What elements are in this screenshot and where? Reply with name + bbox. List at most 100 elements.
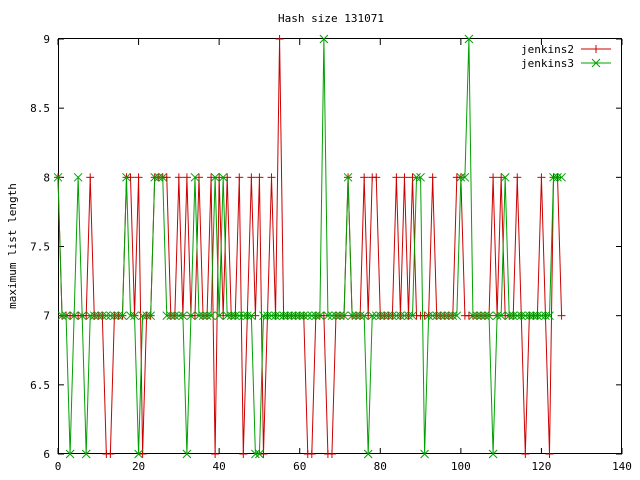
data-point-jenkins2 <box>251 311 260 320</box>
data-point-jenkins3 <box>480 311 490 321</box>
data-point-jenkins3 <box>323 311 333 321</box>
data-point-jenkins2 <box>521 450 530 458</box>
data-point-jenkins2 <box>138 450 147 458</box>
data-point-jenkins3 <box>162 311 172 321</box>
data-point-jenkins2 <box>223 173 232 182</box>
data-point-jenkins3 <box>335 311 345 321</box>
data-point-jenkins3 <box>472 311 482 321</box>
data-point-jenkins3 <box>432 311 442 321</box>
data-point-jenkins3 <box>126 311 135 321</box>
data-point-jenkins3 <box>464 34 474 44</box>
data-point-jenkins2 <box>513 173 522 182</box>
data-point-jenkins3 <box>118 311 127 321</box>
data-point-jenkins3 <box>170 311 180 321</box>
data-point-jenkins2 <box>82 311 91 320</box>
data-point-jenkins2 <box>489 173 498 182</box>
legend-label: jenkins2 <box>521 43 574 56</box>
data-point-jenkins3 <box>484 311 494 321</box>
data-point-jenkins3 <box>130 311 139 321</box>
data-point-jenkins3 <box>355 311 365 321</box>
data-point-jenkins3 <box>492 311 502 321</box>
series-line-jenkins3 <box>57 38 562 455</box>
data-point-jenkins2 <box>207 173 216 182</box>
data-point-jenkins3 <box>520 311 530 321</box>
series-line-jenkins2 <box>57 38 563 455</box>
y-tick-label: 9 <box>43 33 50 46</box>
data-point-jenkins2 <box>364 311 373 320</box>
data-point-jenkins3 <box>69 311 79 321</box>
data-point-jenkins2 <box>400 173 409 182</box>
x-tick-label: 80 <box>374 460 387 473</box>
data-point-jenkins2 <box>537 173 546 182</box>
data-point-jenkins3 <box>299 311 309 321</box>
chart-title: Hash size 131071 <box>278 12 384 25</box>
data-point-jenkins2 <box>190 311 199 320</box>
legend-item-jenkins2: jenkins2 <box>521 43 611 56</box>
series-jenkins2 <box>54 35 566 458</box>
series-jenkins3 <box>53 34 566 459</box>
data-point-jenkins2 <box>372 173 381 182</box>
data-point-jenkins3 <box>375 311 385 321</box>
data-point-jenkins3 <box>275 311 284 321</box>
data-point-jenkins3 <box>65 449 75 459</box>
data-point-jenkins3 <box>351 311 361 321</box>
data-point-jenkins2 <box>557 311 566 320</box>
data-point-jenkins3 <box>319 34 329 44</box>
data-point-jenkins3 <box>210 172 220 182</box>
y-tick-label: 7.5 <box>30 241 50 254</box>
legend-marker <box>592 45 600 53</box>
data-point-jenkins3 <box>468 311 478 321</box>
data-point-jenkins3 <box>259 311 268 321</box>
data-point-jenkins3 <box>93 311 103 321</box>
data-point-jenkins3 <box>247 311 256 321</box>
data-point-jenkins3 <box>363 449 373 459</box>
legend-item-jenkins3: jenkins3 <box>521 57 611 70</box>
data-point-jenkins2 <box>497 173 506 182</box>
data-point-jenkins3 <box>122 172 131 182</box>
data-point-jenkins3 <box>190 172 200 182</box>
data-point-jenkins3 <box>77 311 87 321</box>
data-point-jenkins2 <box>215 173 224 182</box>
series-layer <box>53 34 566 459</box>
data-point-jenkins3 <box>383 311 393 321</box>
data-point-jenkins3 <box>267 311 276 321</box>
data-point-jenkins3 <box>242 311 252 321</box>
data-point-jenkins3 <box>488 449 498 459</box>
data-point-jenkins3 <box>226 311 236 321</box>
data-point-jenkins3 <box>496 311 506 321</box>
data-point-jenkins3 <box>408 311 417 321</box>
plot-frame <box>58 38 622 454</box>
data-point-jenkins3 <box>89 311 99 321</box>
data-point-jenkins3 <box>101 311 111 321</box>
data-point-jenkins3 <box>476 311 486 321</box>
x-tick-label: 0 <box>55 460 62 473</box>
data-point-jenkins2 <box>247 173 256 182</box>
data-point-jenkins3 <box>186 311 196 321</box>
data-point-jenkins3 <box>73 172 83 182</box>
data-point-jenkins3 <box>500 172 510 182</box>
y-axis-label: maximum list length <box>6 183 19 309</box>
data-point-jenkins3 <box>150 172 160 182</box>
data-point-jenkins3 <box>436 311 446 321</box>
data-point-jenkins3 <box>444 311 454 321</box>
data-point-jenkins3 <box>218 172 228 182</box>
data-point-jenkins3 <box>263 311 272 321</box>
data-point-jenkins3 <box>194 311 204 321</box>
data-point-jenkins3 <box>371 311 381 321</box>
data-point-jenkins2 <box>408 173 417 182</box>
data-point-jenkins3 <box>57 311 67 321</box>
data-point-jenkins2 <box>106 450 115 458</box>
data-point-jenkins3 <box>412 172 421 182</box>
data-point-jenkins2 <box>174 173 183 182</box>
data-point-jenkins2 <box>307 450 316 458</box>
data-point-jenkins3 <box>504 311 514 321</box>
data-point-jenkins3 <box>553 172 562 182</box>
data-point-jenkins2 <box>235 173 244 182</box>
data-point-jenkins2 <box>239 450 248 458</box>
data-point-jenkins3 <box>315 311 325 321</box>
data-point-jenkins2 <box>267 173 276 182</box>
data-point-jenkins3 <box>440 311 450 321</box>
data-point-jenkins3 <box>404 311 413 321</box>
data-point-jenkins3 <box>359 311 369 321</box>
